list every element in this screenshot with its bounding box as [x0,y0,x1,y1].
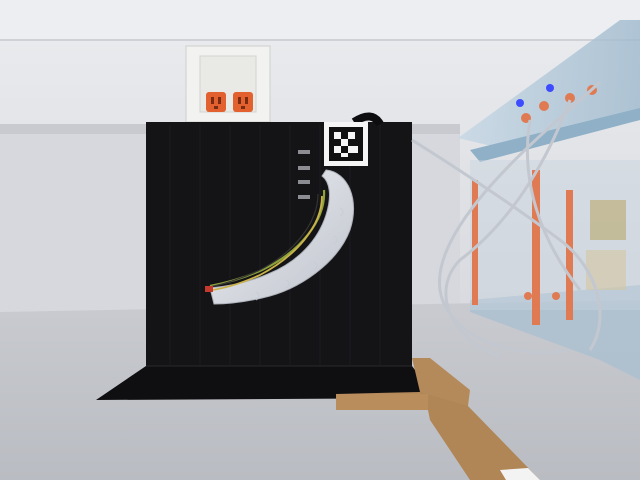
mount-screws [298,150,310,199]
status-led [546,84,554,92]
soft-continuum-robot-arm [205,169,354,305]
pneumatic-control-rack [411,20,640,380]
rack-rod [566,190,573,320]
wall-power-outlet [185,45,271,123]
black-backdrop-board [96,122,436,400]
rack-rod [472,180,478,305]
pneumatic-tubing [411,80,602,358]
status-led [516,99,524,107]
cardboard-guide-strip [336,358,540,480]
ceiling [0,0,640,45]
aruco-fiducial-marker [324,122,368,166]
rack-rod [532,170,540,325]
